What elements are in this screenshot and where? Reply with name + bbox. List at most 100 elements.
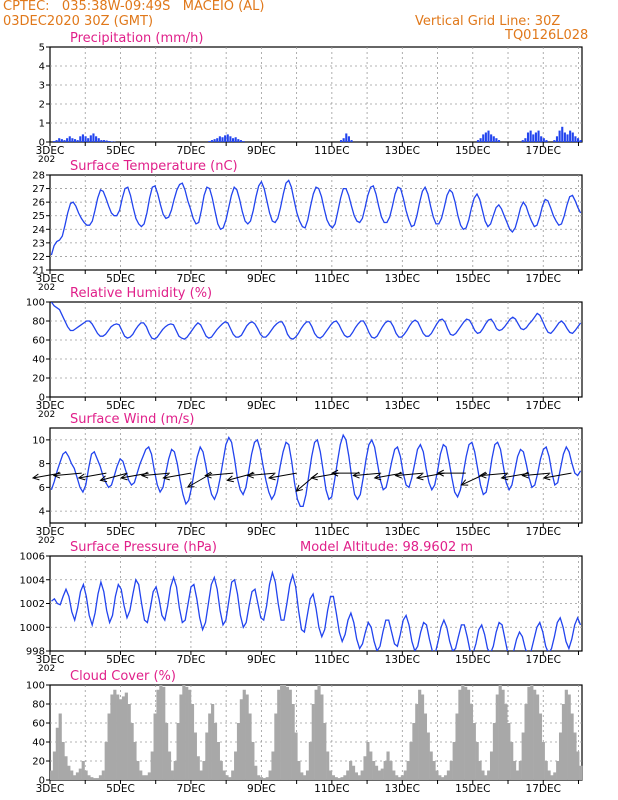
panel-2: 21 22 23 24 25 26 27 28 3DEC 5DEC 7DEC 9DEC 11DEC 13D… bbox=[32, 159, 583, 293]
x-tick-label: 3DEC bbox=[36, 400, 65, 412]
wind-arrow-head bbox=[436, 469, 444, 477]
cloud-bar bbox=[579, 765, 583, 780]
cloud-bar bbox=[561, 704, 566, 780]
cloud-bar bbox=[185, 686, 189, 780]
wind-arrow-shaft bbox=[268, 472, 297, 479]
x-tick-label: 9DEC bbox=[247, 526, 276, 538]
wind-arrow-head bbox=[267, 473, 276, 481]
cloud-bar bbox=[452, 742, 456, 780]
x-tick-label: 5DEC bbox=[106, 145, 135, 157]
cloud-bar bbox=[150, 751, 154, 780]
cloud-bar bbox=[323, 723, 327, 780]
panel-title: Surface Wind (m/s) bbox=[70, 412, 194, 427]
precip-bar bbox=[476, 140, 480, 142]
x-tick-label: 9DEC bbox=[247, 273, 276, 285]
cloud-bar bbox=[337, 778, 341, 780]
cloud-bar bbox=[426, 732, 430, 780]
cloud-bar bbox=[550, 775, 554, 780]
precip-bar bbox=[102, 140, 106, 142]
wind-arrow-shaft bbox=[480, 472, 509, 477]
cloud-bar bbox=[492, 723, 497, 780]
cloud-bar bbox=[193, 732, 197, 780]
x-tick-label: 11DEC bbox=[314, 400, 349, 412]
cloud-bar bbox=[268, 770, 272, 780]
x-tick-label: 13DEC bbox=[385, 145, 420, 157]
cloud-bar bbox=[328, 770, 333, 780]
cloud-bar bbox=[234, 751, 238, 780]
cloud-bar bbox=[429, 751, 433, 780]
x-tick-label: 13DEC bbox=[385, 783, 420, 795]
y-tick-label: 0 bbox=[39, 776, 45, 787]
precip-bar bbox=[89, 135, 92, 142]
x-tick-label: 7DEC bbox=[177, 526, 206, 538]
wind-arrow-head bbox=[479, 471, 487, 479]
y-tick-label: 1006 bbox=[20, 552, 45, 563]
precip-bar bbox=[555, 136, 559, 142]
precip-bar bbox=[497, 140, 501, 142]
cloud-bar bbox=[311, 704, 315, 780]
precip-bar bbox=[576, 138, 580, 142]
precip-bar bbox=[97, 138, 100, 142]
precip-bar bbox=[229, 136, 232, 142]
cloud-bar bbox=[242, 689, 246, 780]
cloud-bar bbox=[93, 778, 97, 780]
wind-arrow-shaft bbox=[163, 472, 192, 479]
y-tick-label: 3 bbox=[39, 81, 45, 92]
cloud-bar bbox=[415, 704, 419, 780]
cloud-bar bbox=[512, 761, 517, 780]
cloud-bar bbox=[541, 742, 545, 780]
cloud-bar bbox=[259, 777, 264, 780]
header-code: TQ0126L028 bbox=[505, 28, 589, 43]
cloud-bar bbox=[553, 772, 557, 780]
x-tick-label: 15DEC bbox=[455, 783, 490, 795]
cloud-bar bbox=[231, 770, 235, 780]
x-tick-label: 9DEC bbox=[247, 400, 276, 412]
wind-arrow-head bbox=[77, 473, 86, 481]
cloud-bar bbox=[254, 765, 258, 780]
cloud-bar bbox=[133, 742, 137, 780]
cloud-bar bbox=[535, 694, 540, 780]
cloud-bar bbox=[282, 685, 287, 780]
cloud-bar bbox=[142, 775, 146, 780]
cloud-bar bbox=[81, 761, 85, 780]
cloud-bar bbox=[162, 686, 166, 780]
precip-bar bbox=[526, 132, 530, 142]
cloud-bar bbox=[98, 775, 103, 780]
precip-bar bbox=[574, 136, 577, 142]
wind-arrow-head bbox=[500, 473, 509, 481]
x-tick-label: 11DEC bbox=[314, 273, 349, 285]
wind-arrow bbox=[330, 469, 361, 477]
wind-arrow-head bbox=[186, 481, 195, 488]
panel-title: Surface Pressure (hPa) bbox=[70, 540, 217, 555]
cloud-bar bbox=[374, 765, 379, 780]
cloud-bar bbox=[280, 685, 284, 780]
cloud-bar bbox=[567, 694, 571, 780]
cloud-bars bbox=[50, 685, 583, 780]
precip-bar bbox=[537, 130, 540, 142]
cloud-bar bbox=[475, 742, 479, 780]
cloud-bar bbox=[52, 751, 57, 780]
precip-bar bbox=[216, 138, 219, 142]
precip-bar bbox=[563, 132, 566, 142]
wind-arrow-shaft bbox=[141, 472, 170, 477]
precip-bar bbox=[542, 138, 545, 142]
cloud-bar bbox=[432, 761, 436, 780]
precip-bar bbox=[579, 140, 582, 142]
plot-frame bbox=[49, 427, 583, 524]
cloud-bar bbox=[354, 772, 358, 780]
cloud-bar bbox=[458, 689, 462, 780]
x-tick-label: 13DEC bbox=[385, 654, 420, 666]
precip-bar bbox=[213, 139, 216, 142]
cloud-bar bbox=[239, 699, 243, 780]
y-tick-label: 4 bbox=[39, 62, 45, 73]
x-tick-label: 11DEC bbox=[314, 526, 349, 538]
y-tick-label: 10 bbox=[32, 435, 45, 446]
cloud-bar bbox=[472, 723, 476, 780]
y-tick-label: 24 bbox=[32, 225, 45, 236]
cloud-bar bbox=[300, 772, 304, 780]
precip-bar bbox=[484, 132, 487, 142]
wind-arrow-shaft bbox=[395, 472, 424, 477]
wind-arrow-head bbox=[521, 471, 529, 479]
cloud-bar bbox=[317, 685, 321, 780]
